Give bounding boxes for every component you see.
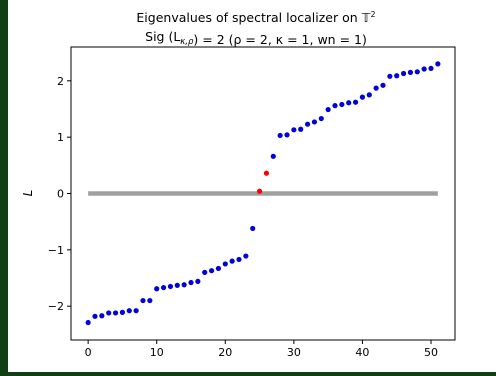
blue-data-point (277, 132, 283, 139)
blue-data-point (160, 284, 167, 291)
blue-data-point (215, 265, 222, 272)
blue-data-point (236, 256, 242, 263)
figure: Eigenvalues of spectral localizer on 𝕋2 … (8, 0, 496, 372)
blue-data-point (400, 70, 407, 77)
blue-data-point (325, 106, 331, 113)
y-tick-label: −2 (48, 300, 64, 313)
red-data-point (263, 170, 270, 176)
x-tick-label: 30 (287, 346, 301, 359)
blue-data-point (85, 319, 91, 326)
blue-data-point (181, 282, 187, 288)
red-data-point (256, 188, 263, 194)
blue-data-point (421, 66, 427, 72)
y-tick-label: 0 (57, 188, 64, 201)
eigenvalue-chart: Eigenvalues of spectral localizer on 𝕋2 … (21, 10, 456, 359)
blue-data-point (188, 279, 194, 286)
y-tick-label: 1 (57, 131, 64, 144)
blue-data-point (428, 65, 434, 72)
blue-data-point (332, 103, 338, 109)
y-tick-label: 2 (57, 75, 64, 88)
blue-data-point (318, 115, 324, 122)
blue-data-point (133, 308, 139, 314)
blue-data-point (208, 268, 215, 274)
blue-data-point (366, 92, 372, 98)
blue-data-point (435, 61, 441, 67)
blue-data-point (222, 261, 228, 267)
blue-data-point (380, 82, 386, 88)
blue-data-point (414, 69, 420, 75)
blue-data-point (304, 121, 311, 127)
blue-data-point (250, 225, 256, 232)
x-tick-label: 50 (424, 346, 438, 359)
x-tick-label: 10 (150, 346, 164, 359)
blue-data-point (270, 153, 276, 159)
chart-title: Eigenvalues of spectral localizer on 𝕋2 (136, 10, 375, 25)
blue-data-point (407, 69, 414, 75)
blue-data-point (243, 253, 249, 259)
blue-data-point (106, 310, 112, 316)
blue-data-point (147, 297, 153, 304)
blue-data-point (99, 313, 105, 319)
blue-data-point (229, 258, 235, 264)
blue-data-point (387, 73, 393, 79)
blue-data-point (298, 126, 304, 132)
y-axis-label: L (21, 190, 35, 197)
blue-data-point (126, 308, 132, 314)
blue-data-point (291, 127, 297, 133)
x-tick-label: 40 (355, 346, 369, 359)
blue-data-point (119, 309, 126, 315)
blue-data-point (174, 282, 180, 288)
blue-data-point (140, 297, 146, 304)
blue-data-point (167, 283, 174, 290)
blue-data-point (154, 286, 160, 292)
blue-data-point (346, 100, 352, 106)
chart-subtitle: Sig (Lκ,ρ) = 2 (ρ = 2, κ = 1, wn = 1) (145, 29, 367, 47)
blue-data-point (92, 313, 98, 319)
blue-data-point (352, 99, 359, 105)
x-tick-label: 20 (218, 346, 232, 359)
x-tick-label: 0 (85, 346, 92, 359)
blue-data-point (373, 85, 379, 91)
blue-data-point (311, 119, 318, 125)
y-tick-label: −1 (48, 244, 64, 257)
blue-data-point (359, 94, 366, 100)
blue-data-point (112, 310, 119, 316)
blue-data-point (195, 278, 201, 284)
blue-data-point (284, 132, 290, 138)
blue-data-point (394, 73, 400, 79)
blue-data-point (339, 101, 345, 108)
blue-data-point (202, 269, 208, 275)
